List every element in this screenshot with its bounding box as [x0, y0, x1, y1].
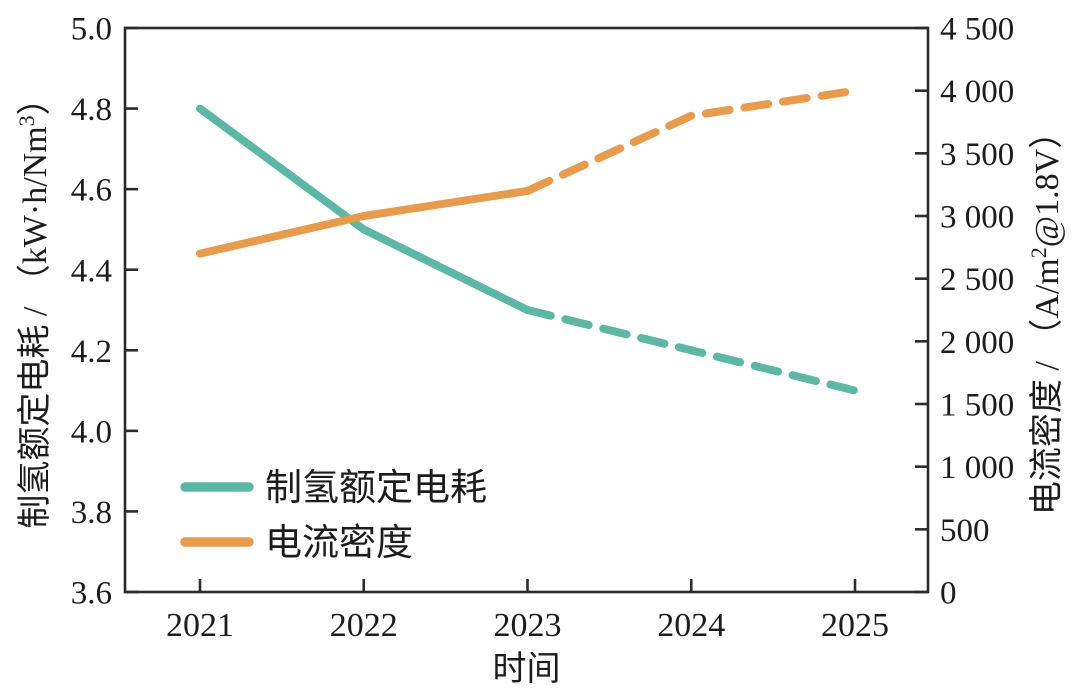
right-axis-tick-label: 1 500: [940, 388, 1014, 424]
left-axis-tick-label: 4.2: [71, 334, 112, 370]
series-line-rated-energy-consumption-solid: [196, 104, 532, 314]
right-axis-tick-label: 4 500: [940, 12, 1014, 48]
right-axis-tick-label: 3 000: [940, 200, 1014, 236]
legend-item: 电流密度: [180, 522, 413, 564]
left-axis-tick-label: 4.8: [71, 92, 112, 128]
svg-text:制氢额定电耗 / （kW·h/Nm3）: 制氢额定电耗 / （kW·h/Nm3）: [14, 81, 54, 528]
left-axis-title: 制氢额定电耗 / （kW·h/Nm3）: [14, 81, 54, 528]
series-line-rated-energy-consumption-dashed: [523, 306, 859, 395]
right-axis-tick-label: 1 000: [940, 450, 1014, 486]
x-axis-tick-label: 2022: [330, 607, 398, 644]
right-axis-tick-label: 2 000: [940, 325, 1014, 361]
right-axis-tick-label: 500: [940, 513, 990, 549]
left-axis-tick-label: 4.4: [71, 253, 112, 289]
right-axis-tick-label: 2 500: [940, 262, 1014, 298]
legend-label-current-density: 电流密度: [265, 522, 413, 564]
right-axis-tick-label: 4 000: [940, 74, 1014, 110]
x-axis-tick-label: 2021: [166, 607, 234, 644]
x-axis-tick-label: 2024: [657, 607, 725, 644]
x-axis-title: 时间: [493, 651, 561, 688]
left-axis-tick-label: 3.8: [71, 495, 112, 531]
svg-text:电流密度 / （A/m2@1.8V）: 电流密度 / （A/m2@1.8V）: [1026, 115, 1066, 515]
right-axis-title: 电流密度 / （A/m2@1.8V）: [1026, 115, 1066, 515]
x-axis-tick-label: 2023: [494, 607, 562, 644]
x-axis-tick-label: 2025: [821, 607, 889, 644]
right-axis-tick-label: 3 500: [940, 137, 1014, 173]
left-axis-tick-label: 5.0: [71, 12, 112, 48]
legend-label-rated-energy-consumption: 制氢额定电耗: [265, 467, 487, 509]
legend-item: 制氢额定电耗: [180, 467, 487, 509]
left-axis-tick-label: 4.0: [71, 414, 112, 450]
series-line-current-density-solid: [196, 186, 532, 258]
series-line-current-density-dashed: [523, 86, 859, 195]
right-axis-tick-label: 0: [940, 576, 957, 612]
left-axis-tick-label: 3.6: [71, 576, 112, 612]
left-axis-tick-label: 4.6: [71, 173, 112, 209]
